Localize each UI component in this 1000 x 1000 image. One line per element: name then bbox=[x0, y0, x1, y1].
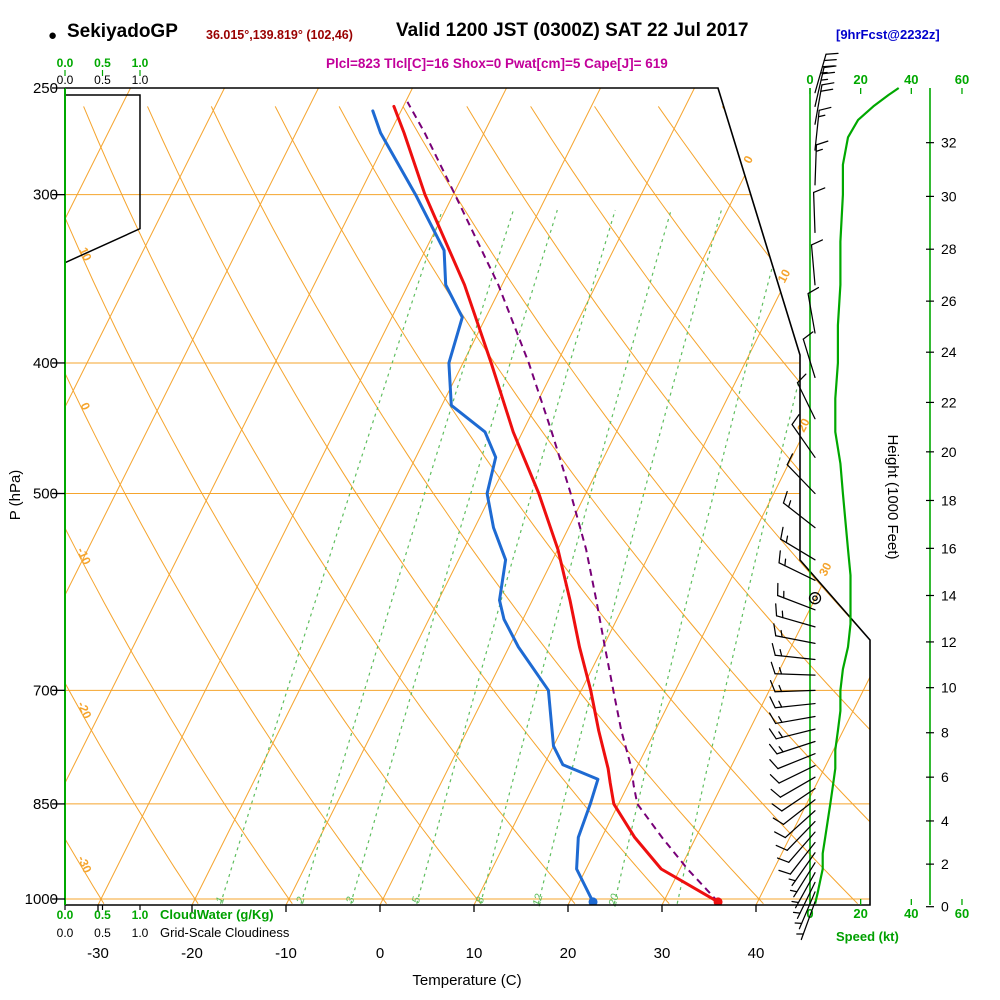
svg-text:28: 28 bbox=[941, 241, 957, 257]
svg-text:0: 0 bbox=[806, 72, 813, 87]
svg-text:0.5: 0.5 bbox=[94, 73, 111, 87]
svg-text:1.0: 1.0 bbox=[132, 926, 149, 940]
forecast-tag: [9hrFcst@2232z] bbox=[836, 27, 940, 42]
svg-text:1: 1 bbox=[214, 896, 227, 905]
pressure-axis-title: P (hPa) bbox=[7, 470, 24, 521]
svg-text:2: 2 bbox=[294, 896, 307, 906]
svg-text:300: 300 bbox=[33, 187, 58, 204]
cloudiness-label: Grid-Scale Cloudiness bbox=[160, 925, 290, 940]
svg-text:1000: 1000 bbox=[25, 891, 58, 908]
svg-text:10: 10 bbox=[941, 680, 957, 696]
cloud-profiles bbox=[65, 88, 141, 904]
stability-indices: Plcl=823 Tlcl[C]=16 Shox=0 Pwat[cm]=5 Ca… bbox=[326, 56, 668, 71]
svg-text:30: 30 bbox=[816, 560, 835, 579]
svg-text:0: 0 bbox=[941, 899, 949, 915]
svg-text:2: 2 bbox=[941, 856, 949, 872]
svg-text:40: 40 bbox=[904, 906, 918, 921]
svg-text:5: 5 bbox=[410, 895, 423, 905]
svg-text:6: 6 bbox=[941, 769, 949, 785]
skewt-grid bbox=[65, 88, 870, 905]
wind-barbs bbox=[768, 52, 839, 941]
svg-text:0: 0 bbox=[376, 945, 384, 962]
svg-text:30: 30 bbox=[654, 945, 671, 962]
svg-text:1.0: 1.0 bbox=[132, 56, 149, 70]
svg-text:60: 60 bbox=[955, 72, 969, 87]
svg-text:-10: -10 bbox=[74, 545, 94, 567]
svg-text:40: 40 bbox=[904, 72, 918, 87]
svg-text:1.0: 1.0 bbox=[132, 73, 149, 87]
svg-text:-20: -20 bbox=[75, 699, 95, 721]
svg-text:10: 10 bbox=[466, 945, 483, 962]
svg-text:20: 20 bbox=[794, 416, 813, 435]
svg-text:20: 20 bbox=[606, 892, 621, 909]
svg-text:0.5: 0.5 bbox=[94, 56, 111, 70]
valid-time-title: Valid 1200 JST (0300Z) SAT 22 Jul 2017 bbox=[396, 20, 749, 41]
svg-text:700: 700 bbox=[33, 682, 58, 699]
svg-text:14: 14 bbox=[941, 587, 957, 603]
svg-text:3: 3 bbox=[344, 895, 357, 905]
svg-text:12: 12 bbox=[941, 634, 957, 650]
temperature-axis-title: Temperature (C) bbox=[412, 972, 521, 989]
svg-text:24: 24 bbox=[941, 344, 957, 360]
svg-text:0: 0 bbox=[806, 906, 813, 921]
svg-text:8: 8 bbox=[941, 725, 949, 741]
svg-text:0.0: 0.0 bbox=[57, 73, 74, 87]
svg-text:30: 30 bbox=[941, 188, 957, 204]
svg-text:20: 20 bbox=[560, 945, 577, 962]
svg-text:32: 32 bbox=[941, 135, 957, 151]
svg-text:10: 10 bbox=[775, 267, 794, 286]
svg-text:-10: -10 bbox=[275, 945, 297, 962]
svg-text:20: 20 bbox=[941, 444, 957, 460]
svg-text:40: 40 bbox=[748, 945, 765, 962]
svg-text:0.0: 0.0 bbox=[57, 926, 74, 940]
station-name: SekiyadoGP bbox=[67, 21, 178, 42]
svg-text:20: 20 bbox=[853, 72, 867, 87]
svg-text:0: 0 bbox=[741, 153, 757, 166]
wind-speed-panel: 0020204040606002468101214161820222426283… bbox=[806, 72, 969, 921]
svg-text:12: 12 bbox=[531, 893, 546, 908]
svg-text:22: 22 bbox=[941, 394, 957, 410]
svg-text:20: 20 bbox=[853, 906, 867, 921]
sounding-curves bbox=[371, 101, 723, 905]
height-axis-title: Height (1000 Feet) bbox=[884, 434, 901, 559]
svg-text:8: 8 bbox=[474, 895, 487, 905]
svg-text:400: 400 bbox=[33, 355, 58, 372]
svg-text:-30: -30 bbox=[75, 854, 95, 876]
svg-text:4: 4 bbox=[941, 813, 949, 829]
svg-text:1.0: 1.0 bbox=[132, 908, 149, 922]
svg-text:60: 60 bbox=[955, 906, 969, 921]
svg-text:0: 0 bbox=[77, 400, 93, 412]
svg-text:0.0: 0.0 bbox=[57, 908, 74, 922]
station-coordinates: 36.015°,139.819° (102,46) bbox=[206, 28, 353, 42]
svg-text:18: 18 bbox=[941, 492, 957, 508]
svg-text:500: 500 bbox=[33, 486, 58, 503]
svg-text:850: 850 bbox=[33, 796, 58, 813]
svg-text:0.5: 0.5 bbox=[94, 926, 111, 940]
svg-text:-20: -20 bbox=[181, 945, 203, 962]
cloudwater-label: CloudWater (g/Kg) bbox=[160, 907, 274, 922]
station-bullet-icon: ● bbox=[48, 27, 58, 44]
svg-text:26: 26 bbox=[941, 293, 957, 309]
svg-text:16: 16 bbox=[941, 540, 957, 556]
speed-label: Speed (kt) bbox=[836, 929, 899, 944]
svg-text:0.5: 0.5 bbox=[94, 908, 111, 922]
svg-text:0.0: 0.0 bbox=[57, 56, 74, 70]
plot-frame bbox=[64, 87, 871, 906]
svg-text:-30: -30 bbox=[87, 945, 109, 962]
svg-text:250: 250 bbox=[33, 80, 58, 97]
